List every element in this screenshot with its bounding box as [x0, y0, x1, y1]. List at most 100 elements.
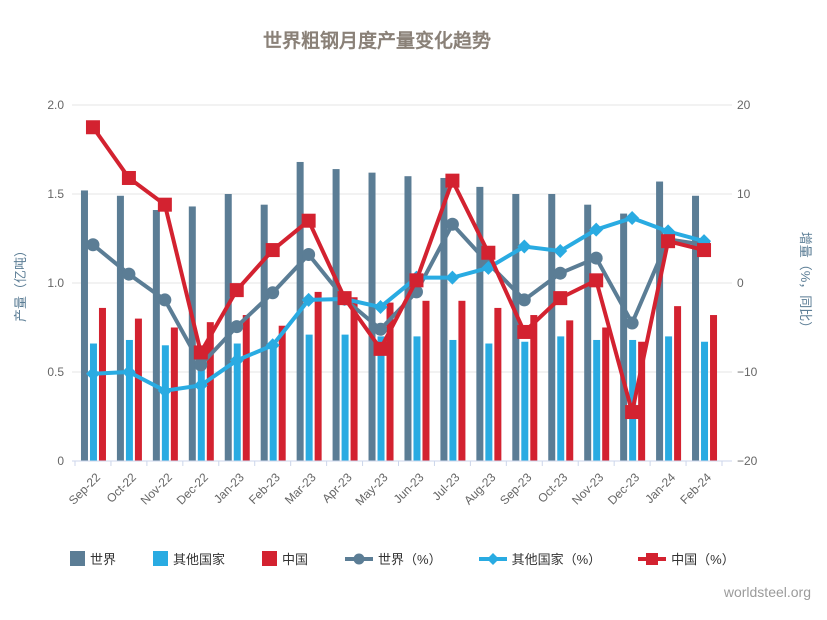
marker-others-pct-Sep-23[interactable] [517, 239, 532, 254]
bar-others-Apr-23[interactable] [341, 334, 349, 461]
bar-china-Jan-23[interactable] [242, 315, 250, 461]
bar-china-Jan-24[interactable] [674, 306, 682, 461]
bar-world-Oct-22[interactable] [116, 195, 124, 461]
bar-china-Nov-22[interactable] [170, 327, 178, 462]
marker-others-pct-Dec-22[interactable] [193, 378, 208, 393]
marker-china-pct-Sep-22[interactable] [85, 120, 100, 135]
bar-china-Jun-23[interactable] [422, 300, 430, 461]
marker-china-pct-Dec-22[interactable] [193, 345, 208, 360]
bar-china-Jul-23[interactable] [458, 300, 466, 461]
bar-world-Feb-23[interactable] [260, 204, 268, 461]
bar-world-Aug-23[interactable] [476, 186, 484, 461]
bar-others-Aug-23[interactable] [485, 343, 493, 461]
marker-china-pct-Jan-23[interactable] [229, 283, 244, 298]
bar-world-Dec-23[interactable] [620, 213, 628, 461]
bar-china-Oct-23[interactable] [566, 320, 574, 461]
marker-china-pct-Apr-23[interactable] [337, 291, 352, 306]
bar-others-Oct-23[interactable] [557, 336, 565, 461]
marker-world-pct-Sep-22[interactable] [86, 238, 100, 252]
marker-world-pct-Sep-23[interactable] [517, 293, 531, 307]
marker-china-pct-Sep-23[interactable] [517, 324, 532, 339]
bar-china-Sep-23[interactable] [530, 315, 538, 461]
line-china-pct[interactable] [91, 126, 705, 413]
marker-china-pct-Mar-23[interactable] [301, 213, 316, 228]
bar-others-Jun-23[interactable] [413, 336, 421, 461]
marker-world-pct-Feb-23[interactable] [266, 286, 280, 300]
bar-china-Mar-23[interactable] [314, 291, 322, 461]
marker-others-pct-May-23[interactable] [373, 300, 388, 315]
marker-others-pct-Mar-23[interactable] [301, 292, 316, 307]
bar-others-Nov-23[interactable] [593, 339, 601, 461]
bar-world-Jun-23[interactable] [404, 176, 412, 461]
marker-others-pct-Oct-23[interactable] [553, 243, 568, 258]
bar-china-May-23[interactable] [386, 302, 394, 461]
bar-china-Dec-23[interactable] [638, 341, 646, 461]
bar-world-Nov-22[interactable] [152, 210, 160, 461]
bar-others-Oct-22[interactable] [125, 339, 133, 461]
marker-others-pct-Jul-23[interactable] [445, 270, 460, 285]
marker-world-pct-Oct-22[interactable] [122, 267, 136, 281]
marker-world-pct-May-23[interactable] [374, 322, 388, 336]
bar-world-Feb-24[interactable] [692, 195, 700, 461]
marker-others-pct-Feb-23[interactable] [265, 338, 280, 353]
marker-world-pct-Jan-23[interactable] [230, 320, 244, 334]
marker-world-pct-Oct-23[interactable] [553, 266, 567, 280]
marker-world-pct-Nov-22[interactable] [158, 293, 172, 307]
marker-others-pct-Nov-23[interactable] [589, 222, 604, 237]
marker-others-pct-Oct-22[interactable] [121, 365, 136, 379]
legend-item-others[interactable]: 其他国家 [153, 549, 225, 568]
bar-world-Jan-24[interactable] [656, 181, 664, 462]
marker-others-pct-Jan-23[interactable] [229, 353, 244, 368]
bar-world-Jul-23[interactable] [440, 177, 448, 462]
marker-china-pct-Jun-23[interactable] [409, 273, 424, 288]
bar-world-Sep-22[interactable] [80, 190, 88, 461]
marker-world-pct-Dec-23[interactable] [625, 316, 639, 330]
bar-others-Dec-22[interactable] [197, 348, 205, 461]
bar-others-May-23[interactable] [377, 336, 385, 461]
bar-world-Nov-23[interactable] [584, 204, 592, 461]
bar-others-Jan-23[interactable] [233, 343, 241, 461]
marker-others-pct-Dec-23[interactable] [625, 211, 640, 226]
bar-world-Oct-23[interactable] [548, 194, 556, 461]
marker-china-pct-Jul-23[interactable] [445, 173, 460, 188]
bar-others-Feb-23[interactable] [269, 347, 277, 461]
line-others-pct[interactable] [92, 215, 705, 393]
bar-china-Oct-22[interactable] [134, 318, 142, 461]
marker-china-pct-Dec-23[interactable] [625, 405, 640, 420]
marker-china-pct-Feb-23[interactable] [265, 243, 280, 258]
bar-others-Feb-24[interactable] [701, 341, 709, 461]
bar-china-Apr-23[interactable] [350, 297, 358, 461]
bar-others-Jul-23[interactable] [449, 339, 457, 461]
marker-china-pct-Aug-23[interactable] [481, 245, 496, 260]
bar-others-Nov-22[interactable] [161, 345, 169, 461]
marker-others-pct-Nov-22[interactable] [157, 383, 172, 398]
bar-world-Sep-23[interactable] [512, 194, 520, 461]
legend-item-china-pct[interactable]: 中国（%） [638, 549, 735, 568]
bar-china-Nov-23[interactable] [602, 327, 610, 462]
bar-others-Sep-23[interactable] [521, 341, 529, 461]
marker-china-pct-Oct-23[interactable] [553, 291, 568, 306]
bar-world-Dec-22[interactable] [188, 206, 196, 461]
bar-others-Sep-22[interactable] [89, 343, 97, 461]
bar-world-Jan-23[interactable] [224, 194, 232, 461]
bar-china-Feb-23[interactable] [278, 325, 286, 461]
bar-others-Mar-23[interactable] [305, 334, 313, 461]
bar-china-Sep-22[interactable] [98, 307, 106, 461]
bar-china-Feb-24[interactable] [710, 315, 718, 461]
marker-world-pct-Nov-23[interactable] [589, 251, 603, 265]
marker-china-pct-Feb-24[interactable] [697, 243, 712, 258]
legend-item-world[interactable]: 世界 [70, 549, 116, 568]
legend-item-china[interactable]: 中国 [262, 549, 308, 568]
marker-world-pct-Mar-23[interactable] [302, 248, 316, 262]
marker-china-pct-Nov-23[interactable] [589, 273, 604, 288]
marker-world-pct-Jul-23[interactable] [445, 217, 459, 231]
legend-item-world-pct[interactable]: 世界（%） [345, 549, 442, 568]
bar-china-Dec-22[interactable] [206, 322, 214, 461]
bar-world-May-23[interactable] [368, 172, 376, 461]
marker-world-pct-Dec-22[interactable] [194, 358, 208, 372]
marker-china-pct-Oct-22[interactable] [121, 170, 136, 185]
marker-china-pct-May-23[interactable] [373, 341, 388, 356]
bar-china-Aug-23[interactable] [494, 307, 502, 461]
marker-china-pct-Jan-24[interactable] [661, 234, 676, 249]
bar-others-Jan-24[interactable] [665, 336, 673, 461]
